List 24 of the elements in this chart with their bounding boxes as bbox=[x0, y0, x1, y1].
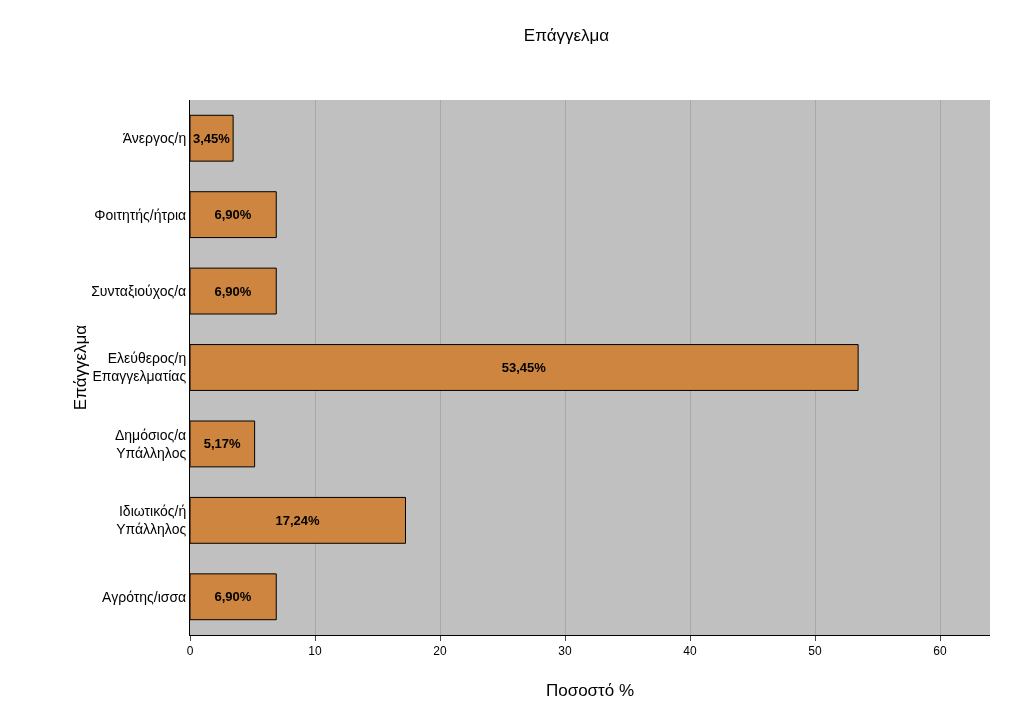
data-label: 17,24% bbox=[275, 512, 321, 528]
x-tick-label: 60 bbox=[933, 644, 947, 659]
x-tick-label: 10 bbox=[308, 644, 322, 659]
data-label: 6,90% bbox=[214, 283, 252, 299]
x-tick-label: 40 bbox=[683, 644, 697, 659]
y-tick-label: Φοιτητής/ήτρια bbox=[94, 206, 187, 223]
x-tick-label: 30 bbox=[558, 644, 572, 659]
data-label: 5,17% bbox=[203, 436, 241, 452]
data-label: 6,90% bbox=[214, 207, 252, 223]
y-axis-title: Επάγγελμα bbox=[71, 324, 91, 411]
data-label: 53,45% bbox=[501, 360, 547, 375]
x-tick-label: 0 bbox=[186, 644, 194, 659]
y-tick-label: Άνεργος/η bbox=[122, 130, 187, 147]
chart-title: Επάγγελμα bbox=[523, 25, 610, 45]
y-tick-label: Δημόσιος/α Υπάλληλος bbox=[114, 426, 187, 461]
x-tick-label: 20 bbox=[433, 644, 447, 659]
y-tick-label: Αγρότης/ισσα bbox=[102, 588, 187, 605]
y-tick-label: Ιδιωτικός/ή Υπάλληλος bbox=[116, 503, 187, 538]
x-tick-label: 50 bbox=[808, 644, 822, 659]
y-tick-label: Συνταξιούχος/α bbox=[91, 282, 187, 299]
data-label: 6,90% bbox=[214, 589, 252, 605]
data-label: 3,45% bbox=[192, 130, 231, 146]
y-tick-label: Ελεύθερος/η Επαγγελματίας bbox=[92, 350, 187, 385]
x-axis-title: Ποσοστό % bbox=[545, 681, 635, 700]
